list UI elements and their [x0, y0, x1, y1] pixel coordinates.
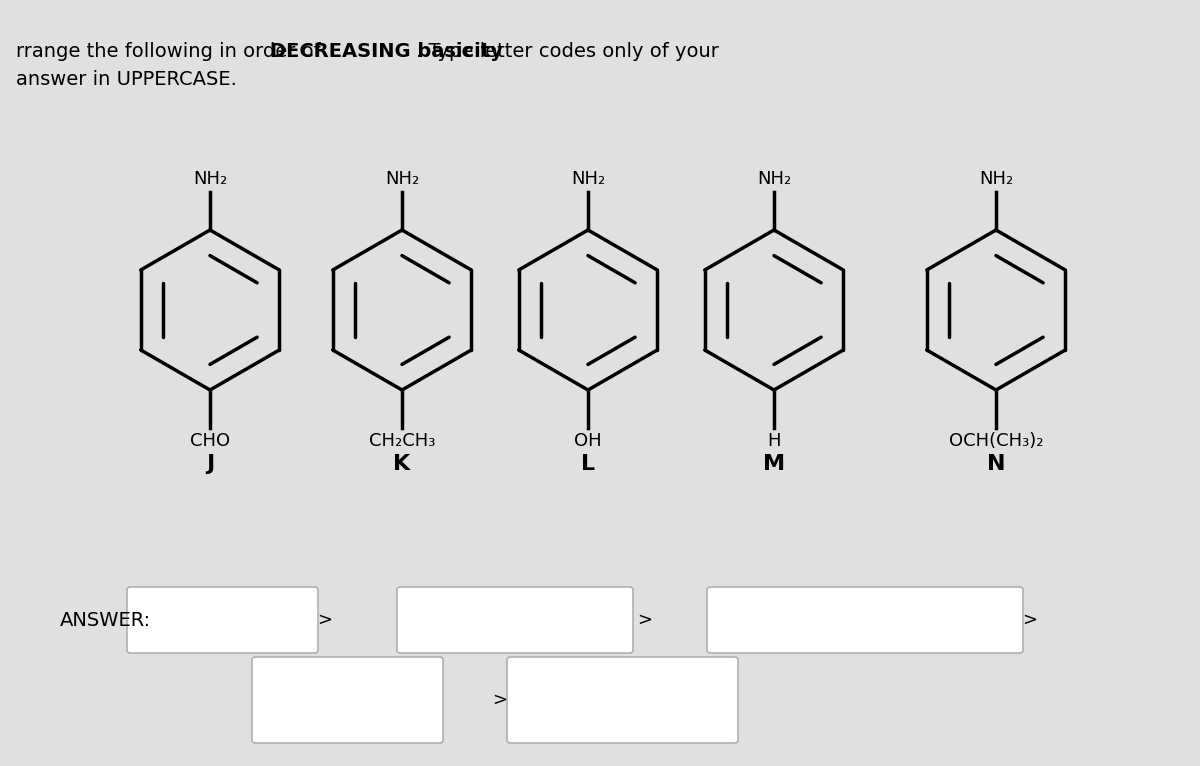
Text: rrange the following in order of: rrange the following in order of	[16, 42, 326, 61]
Text: >: >	[637, 611, 653, 629]
Text: NH₂: NH₂	[385, 170, 419, 188]
Text: . Type letter codes only of your: . Type letter codes only of your	[416, 42, 719, 61]
Text: NH₂: NH₂	[979, 170, 1013, 188]
Text: H: H	[767, 432, 781, 450]
Text: DECREASING basicity: DECREASING basicity	[270, 42, 503, 61]
Text: answer in UPPERCASE.: answer in UPPERCASE.	[16, 70, 236, 89]
FancyBboxPatch shape	[127, 587, 318, 653]
Text: OH: OH	[574, 432, 602, 450]
Text: N: N	[986, 454, 1006, 474]
Text: NH₂: NH₂	[571, 170, 605, 188]
Text: >: >	[1022, 611, 1038, 629]
Text: >: >	[492, 691, 508, 709]
Text: NH₂: NH₂	[193, 170, 227, 188]
Text: L: L	[581, 454, 595, 474]
Text: OCH(CH₃)₂: OCH(CH₃)₂	[949, 432, 1043, 450]
Text: K: K	[394, 454, 410, 474]
Text: CHO: CHO	[190, 432, 230, 450]
FancyBboxPatch shape	[252, 657, 443, 743]
Text: J: J	[206, 454, 214, 474]
Text: NH₂: NH₂	[757, 170, 791, 188]
Text: CH₂CH₃: CH₂CH₃	[368, 432, 436, 450]
FancyBboxPatch shape	[508, 657, 738, 743]
Text: M: M	[763, 454, 785, 474]
FancyBboxPatch shape	[397, 587, 634, 653]
Text: ANSWER:: ANSWER:	[60, 611, 151, 630]
Text: >: >	[318, 611, 332, 629]
FancyBboxPatch shape	[707, 587, 1022, 653]
